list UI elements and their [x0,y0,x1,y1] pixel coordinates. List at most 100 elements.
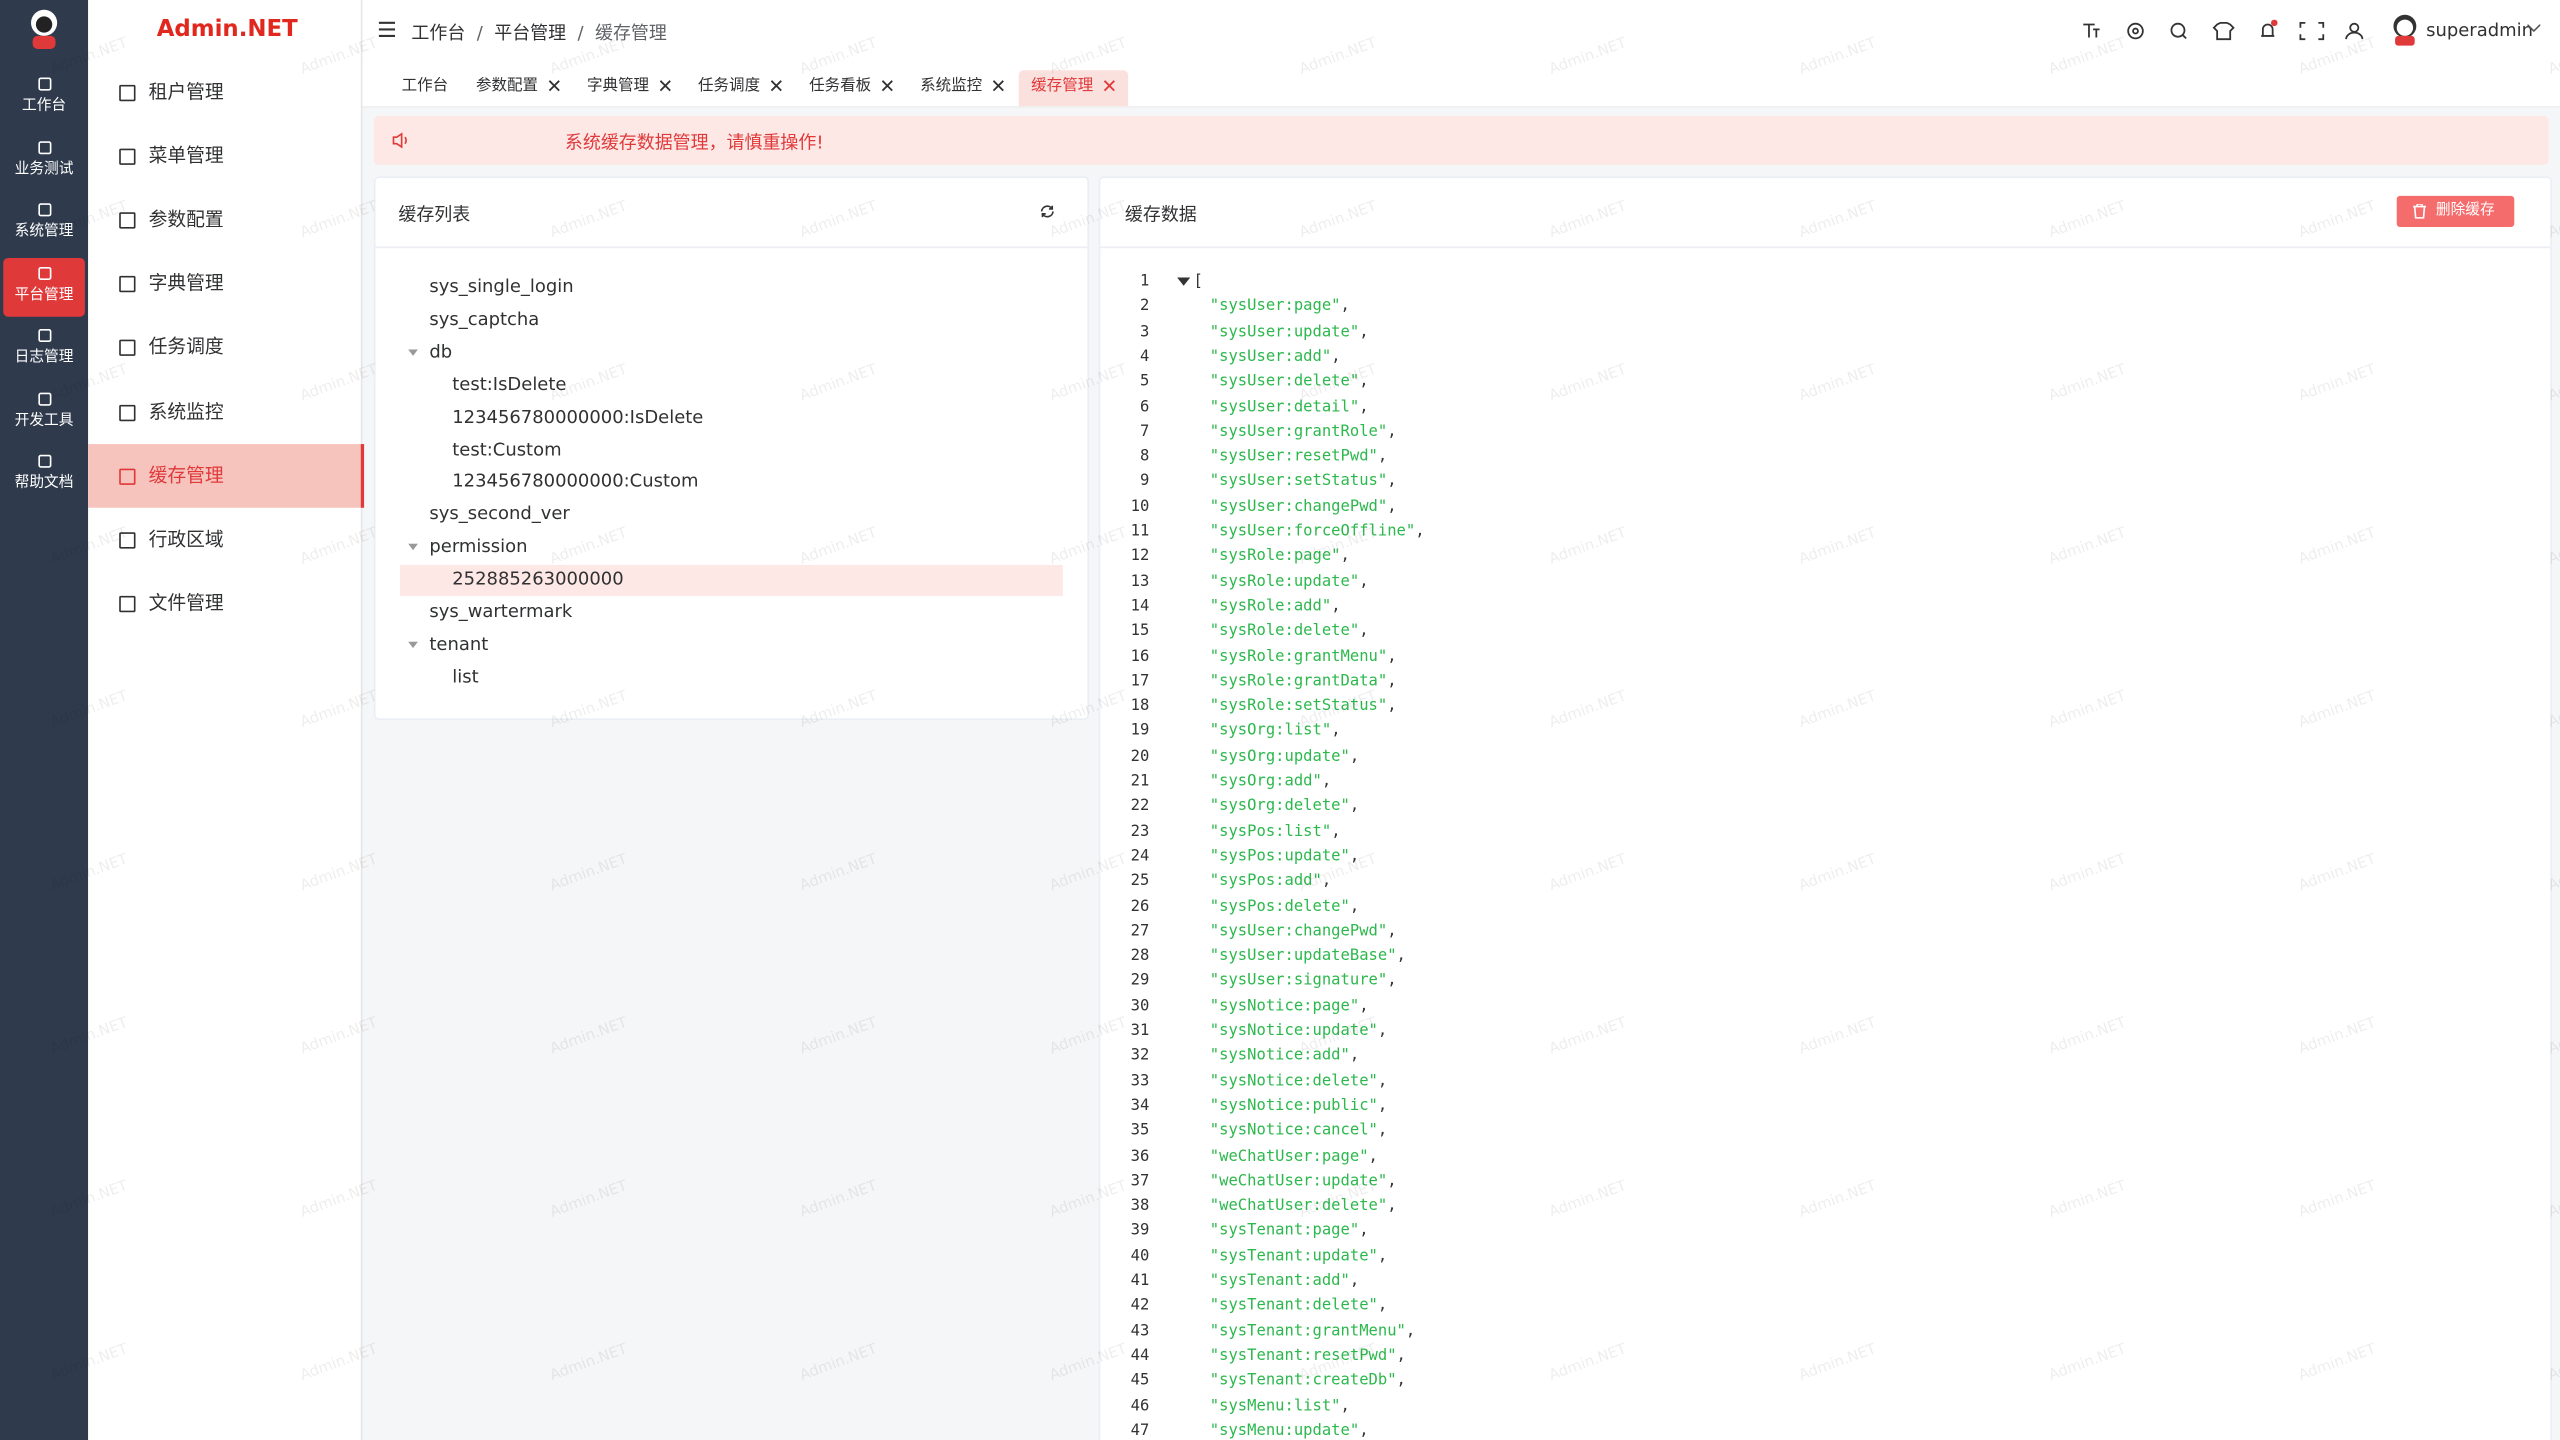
rail-item[interactable]: 系统管理 [3,194,85,253]
code-line: "sysUser:updateBase", [1210,947,1406,965]
tree-node[interactable]: test:IsDelete [452,373,567,395]
code-line: "sysTenant:resetPwd", [1210,1347,1406,1365]
tree-node[interactable]: sys_captcha [429,308,540,330]
line-number: 8 [1140,447,1150,466]
tab-close[interactable] [992,79,1004,91]
code-line: "sysTenant:createDb", [1210,1372,1406,1390]
tree-node[interactable]: sys_second_ver [429,503,570,525]
json-punct: , [1415,522,1425,541]
fold-arrow[interactable] [1177,277,1191,288]
cache-list-card: 缓存列表 sys_single_login sys_captcha db test:I… [373,176,1089,720]
tree-node[interactable]: test:Custom [452,438,562,460]
tree-node[interactable]: 123456780000000:IsDelete [452,405,704,428]
sidebar: Admin.NET 租户管理 菜单管理 参数配置 字典管理 任务调度 系统监控 缓存管理 行政… [88,0,365,1440]
cache-data-card: 缓存数据 删除缓存 1 [2 "sysUser:page", 3 "sysUser:up… [1098,176,2552,1440]
tree-toggle[interactable] [408,641,418,649]
json-string: "sysPos:list" [1209,822,1332,841]
menu-icon [119,148,136,166]
line-number: 14 [1130,597,1150,616]
line-number: 12 [1130,547,1150,566]
refresh-button[interactable] [1040,204,1055,219]
tree-node[interactable]: sys_wartermark [429,600,573,623]
menu-item[interactable]: 任务调度 [88,316,361,380]
tree-node[interactable]: sys_single_login [429,275,574,298]
json-string: "sysTenant:delete" [1209,1296,1378,1315]
json-punct: , [1340,297,1350,316]
user-name[interactable]: superadmin [2426,19,2533,41]
tab-close[interactable] [547,79,560,91]
json-string: "sysUser:changePwd" [1209,922,1388,941]
rail-item[interactable]: 开发工具 [3,383,85,442]
tab[interactable]: 缓存管理 [1018,70,1128,107]
tab[interactable]: 任务调度 [685,70,794,106]
rail-item[interactable]: 日志管理 [3,320,85,379]
tree-node[interactable]: 252885263000000 [452,568,624,590]
rail-item[interactable]: 工作台 [3,69,85,128]
tab[interactable]: 字典管理 [574,70,683,106]
tab[interactable]: 工作台 [389,70,462,106]
menu-item[interactable]: 文件管理 [88,571,361,635]
json-string: "weChatUser:update" [1209,1171,1388,1190]
json-string: "sysUser:updateBase" [1209,947,1397,966]
tab[interactable]: 任务看板 [796,70,905,106]
menu-item[interactable]: 系统监控 [88,380,361,444]
menu-item[interactable]: 菜单管理 [88,124,361,188]
line-number: 44 [1130,1346,1150,1365]
line-number: 26 [1130,897,1150,916]
code-line: "weChatUser:delete", [1210,1197,1397,1215]
line-number: 15 [1130,622,1150,641]
user-avatar [2393,14,2417,46]
tree-node[interactable]: 123456780000000:Custom [452,470,699,493]
line-number: 41 [1130,1271,1150,1290]
json-punct: , [1377,447,1388,466]
rail-label: 帮助文档 [14,475,74,492]
menu-toggle[interactable] [378,21,396,37]
menu-item[interactable]: 参数配置 [88,188,361,252]
delete-button[interactable]: 删除缓存 [2396,195,2515,227]
line-number: 40 [1130,1246,1150,1265]
breadcrumb-item[interactable]: 工作台 [411,22,466,45]
line-number: 19 [1130,722,1150,741]
code-line: "weChatUser:update", [1210,1172,1397,1190]
rail-label: 系统管理 [14,223,74,240]
line-number: 6 [1140,397,1150,416]
tab-close[interactable] [1103,79,1115,91]
tree-node[interactable]: tenant [429,633,489,655]
rail-icon [37,77,51,91]
code-line: "sysUser:changePwd", [1210,922,1397,940]
tree-node[interactable]: permission [429,535,528,558]
tab[interactable]: 系统监控 [907,70,1016,106]
rail-item[interactable]: 业务测试 [3,131,85,190]
menu-item[interactable]: 缓存管理 [88,443,365,508]
code-line: "sysMenu:update", [1210,1422,1369,1440]
json-string: "sysTenant:update" [1209,1246,1378,1265]
tab-close[interactable] [770,79,782,91]
tree-toggle[interactable] [408,543,418,552]
tab-label: 任务调度 [698,76,761,95]
tab[interactable]: 参数配置 [463,70,572,106]
tab-close[interactable] [659,79,671,91]
tab-close[interactable] [881,79,893,91]
menu-item[interactable]: 字典管理 [88,252,361,316]
json-punct: , [1349,1047,1360,1065]
json-punct: , [1387,972,1397,991]
menu-label: 参数配置 [148,207,224,231]
json-string: "sysTenant:add" [1209,1271,1350,1290]
json-string: "sysOrg:add" [1209,772,1322,791]
json-punct: , [1349,897,1360,916]
breadcrumb-item[interactable]: 平台管理 [494,22,567,45]
menu-item[interactable]: 行政区域 [88,507,361,571]
menu-item[interactable]: 租户管理 [88,60,361,124]
menu-icon [119,531,136,549]
line-number: 38 [1130,1196,1150,1215]
tree-toggle[interactable] [408,349,418,357]
json-punct: , [1340,547,1350,566]
json-string: "sysRole:add" [1209,597,1332,616]
code-line: "sysUser:setStatus", [1210,472,1397,490]
tree-node[interactable]: list [452,665,479,688]
rail-item[interactable]: 帮助文档 [3,446,85,505]
rail-item[interactable]: 平台管理 [3,257,85,316]
line-number: 22 [1130,797,1150,816]
tree-node[interactable]: db [429,340,453,363]
